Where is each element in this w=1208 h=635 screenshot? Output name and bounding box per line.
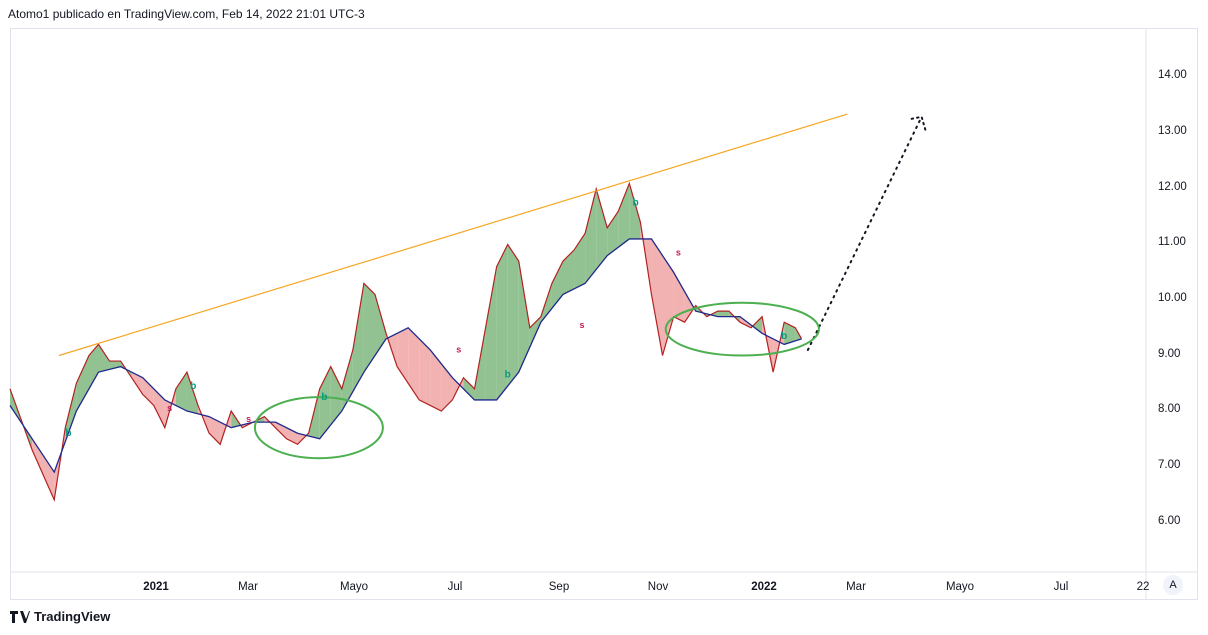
auto-scale-button[interactable]: A [1163, 575, 1183, 595]
cloud-segment [596, 188, 608, 270]
cloud-segment [408, 327, 420, 400]
time-tick-label: Mayo [340, 581, 368, 593]
time-tick-label: 22 [1137, 581, 1150, 593]
cloud-segment [784, 322, 796, 345]
price-tick-label: 8.00 [1158, 403, 1180, 415]
cloud-segment [76, 355, 89, 412]
cloud-segment [751, 316, 763, 334]
buy-signal-label: b [321, 392, 327, 403]
sell-signal-label: s [246, 414, 251, 424]
time-tick-label: Mar [846, 581, 866, 593]
chart-header: Atomo1 publicado en TradingView.com, Feb… [8, 7, 365, 21]
cloud-segment [551, 261, 563, 309]
cloud-segment [98, 344, 110, 373]
highlight-ellipse [253, 396, 384, 460]
time-tick-label: 2021 [143, 581, 169, 593]
chart-frame[interactable] [10, 28, 1198, 600]
cloud-segment [562, 250, 575, 295]
buy-signal-label: b [781, 331, 787, 342]
price-tick-label: 11.00 [1158, 236, 1186, 248]
cloud-segment [496, 244, 508, 400]
auto-scale-icon: A [1169, 579, 1177, 591]
sell-signal-label: s [456, 345, 461, 355]
cloud-segment [585, 188, 597, 284]
sell-signal-label: s [579, 320, 584, 330]
moving-average-line [9, 238, 802, 474]
cloud-segment [397, 327, 409, 384]
sell-signal-label: s [676, 248, 681, 258]
cloud-segment [363, 283, 375, 373]
cloud-segment [684, 291, 696, 323]
cloud-segment [485, 266, 497, 400]
cloud-segment [209, 416, 221, 445]
time-tick-label: 2022 [751, 581, 777, 593]
cloud-segment [153, 388, 165, 428]
cloud-segment [430, 349, 442, 412]
time-tick-label: Jul [1054, 581, 1069, 593]
highlight-ellipse [664, 301, 820, 357]
projection-arrow [806, 115, 923, 351]
cloud-segment [518, 261, 530, 373]
cloud-segment [463, 377, 475, 400]
cloud-segment [651, 238, 663, 356]
projection-arrowhead [910, 115, 927, 132]
buy-signal-label: b [505, 370, 511, 381]
cloud-segment [607, 211, 619, 256]
cloud-segment [717, 311, 729, 317]
tradingview-brand: TradingView [34, 609, 111, 624]
cloud-segment [88, 344, 99, 389]
cloud-segment [330, 366, 342, 425]
cloud-segment [441, 363, 453, 412]
price-chart[interactable]: b b b b b b s s s s s 14.00 13.00 12.00 11.00 10.00 9.0… [0, 0, 1208, 605]
price-tick-label: 13.00 [1158, 125, 1187, 137]
price-tick-label: 7.00 [1158, 459, 1180, 471]
time-tick-label: Nov [648, 581, 669, 593]
buy-signal-label: b [190, 381, 196, 392]
time-tick-label: Sep [549, 581, 569, 593]
price-tick-label: 6.00 [1158, 515, 1180, 527]
buy-signal-label: b [633, 198, 639, 209]
cloud-segment [374, 294, 387, 356]
tradingview-icon [10, 610, 30, 623]
cloud-segment [32, 438, 55, 500]
cloud-segment [131, 372, 143, 395]
time-tick-label: Jul [448, 581, 463, 593]
sell-signal-label: s [167, 403, 172, 413]
price-tick-label: 14.00 [1158, 69, 1187, 81]
cloud-segment [618, 183, 630, 248]
buy-signal-label: b [65, 428, 71, 439]
resistance-trendline [58, 113, 848, 357]
cloud-segment [706, 311, 718, 317]
time-tick-label: Mar [238, 581, 258, 593]
price-tick-label: 10.00 [1158, 292, 1187, 304]
cloud-segment [629, 183, 641, 239]
cloud-segment [574, 233, 586, 289]
time-tick-label: Mayo [946, 581, 974, 593]
cloud-segment [186, 372, 199, 414]
tradingview-logo[interactable]: TradingView [10, 609, 110, 624]
cloud-segment [142, 377, 154, 406]
cloud-segment [319, 366, 331, 439]
cloud-segment [65, 383, 77, 442]
cloud-segment [352, 283, 364, 392]
cloud-segment [507, 244, 519, 387]
cloud-segment [673, 272, 685, 323]
cloud-segment [419, 338, 431, 406]
price-tick-label: 9.00 [1158, 348, 1180, 360]
cloud-segment [175, 372, 187, 412]
price-line [9, 181, 803, 502]
price-tick-label: 12.00 [1158, 181, 1187, 193]
